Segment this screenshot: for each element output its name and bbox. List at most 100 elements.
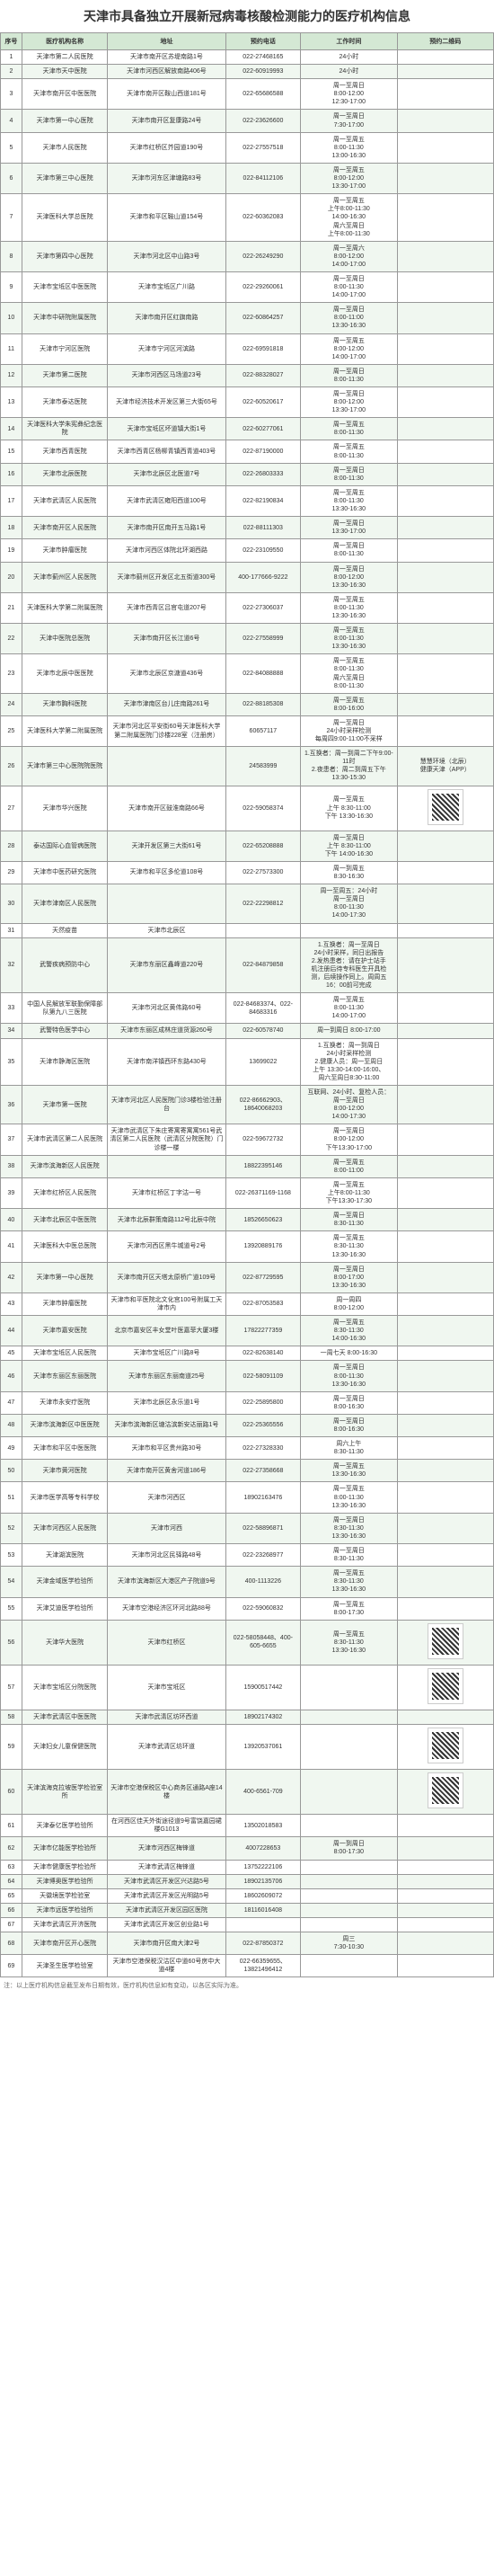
table-row: 1天津市第二人民医院天津市南开区苏堤南路1号022-2746816524小时	[1, 50, 494, 65]
table-cell	[397, 693, 493, 715]
table-row: 49天津市和平区中医医院天津市和平区贵州路30号022-27328330周六上午…	[1, 1437, 494, 1460]
table-cell: 一周七天 8:00-16:30	[301, 1346, 397, 1361]
table-cell: 天津市南开区鞍山西道181号	[108, 79, 225, 110]
table-cell: 周一至周日 8:30-11:30	[301, 1209, 397, 1231]
table-cell: 天津市亿能医学检验所	[22, 1837, 107, 1860]
table-cell: 33	[1, 993, 22, 1024]
table-cell: 天津市宝坻区人民医院	[22, 1346, 107, 1361]
table-cell: 37	[1, 1124, 22, 1155]
table-cell: 天津市胸科医院	[22, 693, 107, 715]
table-cell: 天津市宁河区医院	[22, 333, 107, 364]
table-cell: 天津市和平区贵州路30号	[108, 1437, 225, 1460]
table-cell: 天津市空港保税区中心商务区通路A座14楼	[108, 1770, 225, 1815]
table-cell: 互联网、24小时、复检人员： 周一至周日 8:00-12:00 14:00-17…	[301, 1086, 397, 1124]
table-cell: 天津市北辰区中医医院	[22, 1209, 107, 1231]
table-cell	[397, 333, 493, 364]
table-cell: 天津开发区第三大街61号	[108, 831, 225, 861]
table-cell	[397, 1361, 493, 1391]
table-cell	[301, 1770, 397, 1815]
table-cell: 022-60362083	[225, 194, 301, 241]
table-cell: 周一至周日 8:00-17:00 13:30-16:30	[301, 1262, 397, 1292]
table-cell	[397, 132, 493, 163]
table-cell: 天津市河西	[108, 1513, 225, 1543]
table-cell: 52	[1, 1513, 22, 1543]
table-cell: 周一至周五 8:30-11:30 13:30-16:30	[301, 1231, 397, 1262]
table-cell: 46	[1, 1361, 22, 1391]
table-cell: 022-65686588	[225, 79, 301, 110]
table-cell: 周一至周五 13:30-16:30	[301, 1460, 397, 1482]
table-cell: 天津市和平区中医医院	[22, 1437, 107, 1460]
table-cell: 天津市河北区黄伟路60号	[108, 993, 225, 1024]
table-cell	[397, 1316, 493, 1346]
table-cell: 天津市静海区医院	[22, 1038, 107, 1085]
table-cell: 天津市河西区	[108, 1482, 225, 1513]
table-cell: 27	[1, 786, 22, 831]
table-cell: 022-82190834	[225, 485, 301, 516]
table-cell: 022-23268977	[225, 1544, 301, 1567]
table-cell: 周一至周日 8:00-12:00 13:30-16:30	[301, 562, 397, 592]
table-cell: 天津市河西区黑牛城道号2号	[108, 1231, 225, 1262]
table-cell: 40	[1, 1209, 22, 1231]
table-cell	[397, 1038, 493, 1085]
table-cell	[397, 364, 493, 386]
table-cell: 天津市红桥区丁字沽一号	[108, 1177, 225, 1208]
table-cell	[225, 1917, 301, 1932]
table-cell: 022-23109550	[225, 539, 301, 562]
table-cell: 周一至周五 上午8:00-11:30 14:00-16:30 周六至周日 上午8…	[301, 194, 397, 241]
table-row: 5天津市人民医院天津市红桥区芥园道190号022-27557518周一至周五 8…	[1, 132, 494, 163]
table-cell: 4007228653	[225, 1837, 301, 1860]
table-cell: 天津市和平区鞍山道154号	[108, 194, 225, 241]
table-cell: 周一至周五 8:00-17:30	[301, 1597, 397, 1620]
table-row: 22天津中医院总医院天津市南开区长江道6号022-27558999周一至周五 8…	[1, 624, 494, 654]
table-cell	[397, 861, 493, 884]
table-row: 68天津市南开区开心医院天津市南开区南大津2号022-87850372周三 7:…	[1, 1932, 494, 1955]
table-cell: 3	[1, 79, 22, 110]
table-cell: 61	[1, 1815, 22, 1837]
table-cell: 022-29260061	[225, 271, 301, 302]
table-cell: 天津市第三中心医院	[22, 163, 107, 193]
table-cell: 400-6561-709	[225, 1770, 301, 1815]
table-row: 39天津市红桥区人民医院天津市红桥区丁字沽一号022-26371169-1168…	[1, 1177, 494, 1208]
table-row: 43天津市肿瘤医院天津市和平医院北文化宫100号附属工天津市内022-87053…	[1, 1292, 494, 1315]
table-row: 13天津市泰达医院天津市经济技术开发区第三大街65号022-60520617周一…	[1, 387, 494, 418]
table-cell: 16	[1, 463, 22, 485]
col-phone: 预约电话	[225, 33, 301, 50]
table-row: 36天津市第一医院天津市河北区人民医院门诊3楼检验注册台022-86662903…	[1, 1086, 494, 1124]
table-cell: 周一至周日 8:00-12:00 12:30-17:00	[301, 79, 397, 110]
table-row: 6天津市第三中心医院天津市河东区津塘路83号022-84112106周一至周五 …	[1, 163, 494, 193]
table-cell: 022-27468165	[225, 50, 301, 65]
table-cell: 天津医科大学第二附属医院	[22, 715, 107, 746]
table-cell: 周三 7:30-10:30	[301, 1932, 397, 1955]
table-cell: 天津市南开区苏堤南路1号	[108, 50, 225, 65]
table-row: 45天津市宝坻区人民医院天津市宝坻区广川路8号022-82638140一周七天 …	[1, 1346, 494, 1361]
table-cell: 周一至周六 8:00-12:00 14:00-17:00	[301, 241, 397, 271]
table-cell: 天津市宝坻区坏道镇大街1号	[108, 418, 225, 440]
table-cell: 周一至周日 13:30-17:00	[301, 517, 397, 539]
table-cell: 022-27557518	[225, 132, 301, 163]
table-cell: 022-58896871	[225, 1513, 301, 1543]
table-cell: 周一至周五 8:00-11:30 14:00-17:00	[301, 993, 397, 1024]
table-row: 34武警特色医学中心天津市东丽区成林庄道货源260号022-60578740周一…	[1, 1024, 494, 1038]
table-cell: 天津市武清区第二人民医院	[22, 1124, 107, 1155]
table-row: 66天津市远医学检验所天津市武清区开发区园区医院18116016408	[1, 1903, 494, 1917]
table-cell: 天津市肿瘤医院	[22, 1292, 107, 1315]
table-cell	[397, 65, 493, 79]
table-row: 3天津市南开区中医医院天津市南开区鞍山西道181号022-65686588周一至…	[1, 79, 494, 110]
table-row: 40天津市北辰区中医医院天津市北辰群策南路112号北辰中院18526650623…	[1, 1209, 494, 1231]
table-cell: 天津市滨海新区塘沽滨新安达丽路1号	[108, 1414, 225, 1436]
table-cell: 022-23626600	[225, 110, 301, 132]
table-cell: 周一至周五 上午8:00-11:30 下午13:30-17:30	[301, 1177, 397, 1208]
table-cell: 天津市武清区开济医院	[22, 1917, 107, 1932]
table-cell	[397, 592, 493, 623]
table-cell	[397, 79, 493, 110]
table-cell	[397, 1155, 493, 1177]
table-cell: 39	[1, 1177, 22, 1208]
table-cell: 022-27573300	[225, 861, 301, 884]
table-cell	[397, 1482, 493, 1513]
table-cell: 周一至周五 8:00-12:00 13:30-17:00	[301, 163, 397, 193]
table-cell: 慧慧环境（北辰） 健康天津（APP）	[397, 747, 493, 786]
table-cell	[397, 884, 493, 923]
qr-code-icon	[428, 1772, 463, 1808]
table-cell: 17	[1, 485, 22, 516]
table-row: 42天津市第一中心医院天津市南开区天塔太原桥广道109号022-87729595…	[1, 1262, 494, 1292]
